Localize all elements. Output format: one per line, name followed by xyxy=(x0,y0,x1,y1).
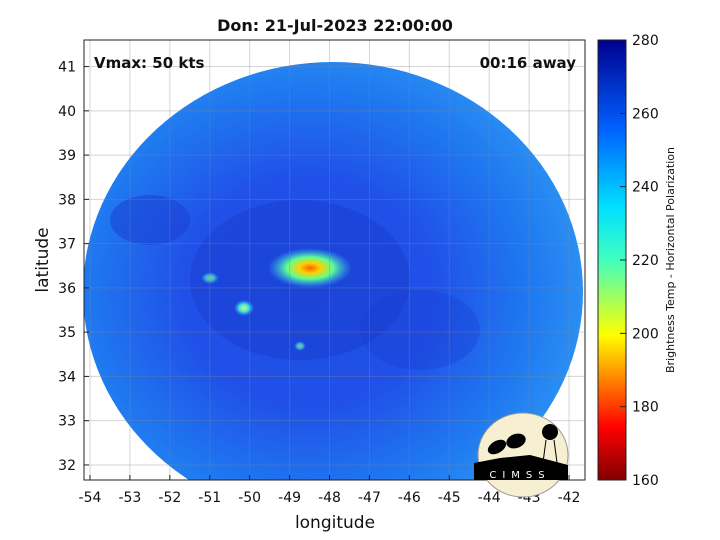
time-away-annotation: 00:16 away xyxy=(480,54,577,72)
x-tick-label: -51 xyxy=(198,490,221,506)
warm-core xyxy=(268,248,352,288)
y-axis-label: latitude xyxy=(33,227,53,292)
x-tick-label: -48 xyxy=(318,490,341,506)
x-axis-label: longitude xyxy=(295,513,375,533)
y-tick-label: 39 xyxy=(58,148,76,164)
colorbar-tick-label: 180 xyxy=(632,400,659,416)
satellite-dish-icon xyxy=(487,439,507,455)
plot-frame xyxy=(83,39,586,481)
y-tick-label: 38 xyxy=(58,192,76,208)
colorbar-tick-label: 240 xyxy=(632,180,659,196)
chart-title: Don: 21-Jul-2023 22:00:00 xyxy=(217,16,453,35)
x-tick-label: -47 xyxy=(358,490,381,506)
y-tick-label: 41 xyxy=(58,60,76,76)
water-tower-icon xyxy=(542,424,558,440)
x-tick-label: -42 xyxy=(558,490,581,506)
vmax-annotation: Vmax: 50 kts xyxy=(94,54,204,72)
x-tick-label: -50 xyxy=(238,490,261,506)
y-tick-label: 37 xyxy=(58,237,76,253)
colorbar-tick-label: 260 xyxy=(632,106,659,122)
y-tick-label: 34 xyxy=(58,369,76,385)
x-tick-label: -44 xyxy=(478,490,501,506)
x-tick-label: -49 xyxy=(278,490,301,506)
colorbar-tick-label: 200 xyxy=(632,326,659,342)
microwave-swath xyxy=(84,62,583,480)
x-tick-label: -52 xyxy=(158,490,181,506)
x-tick-label: -53 xyxy=(118,490,141,506)
colorbar-label: Brightness Temp - Horizontal Polarizatio… xyxy=(664,147,677,373)
x-tick-label: -45 xyxy=(438,490,461,506)
colorbar-tick-label: 220 xyxy=(632,253,659,269)
y-tick-label: 36 xyxy=(58,281,76,297)
y-tick-label: 32 xyxy=(58,458,76,474)
colorbar-tick-label: 160 xyxy=(632,473,659,489)
cimss-logo-text: CIMSS xyxy=(489,470,550,481)
cimss-logo: CIMSS xyxy=(474,412,569,498)
y-tick-label: 35 xyxy=(58,325,76,341)
x-tick-label: -54 xyxy=(79,490,102,506)
x-tick-label: -46 xyxy=(398,490,421,506)
colorbar-tick-label: 280 xyxy=(632,33,659,49)
y-tick-label: 33 xyxy=(58,414,76,430)
y-tick-label: 40 xyxy=(58,104,76,120)
